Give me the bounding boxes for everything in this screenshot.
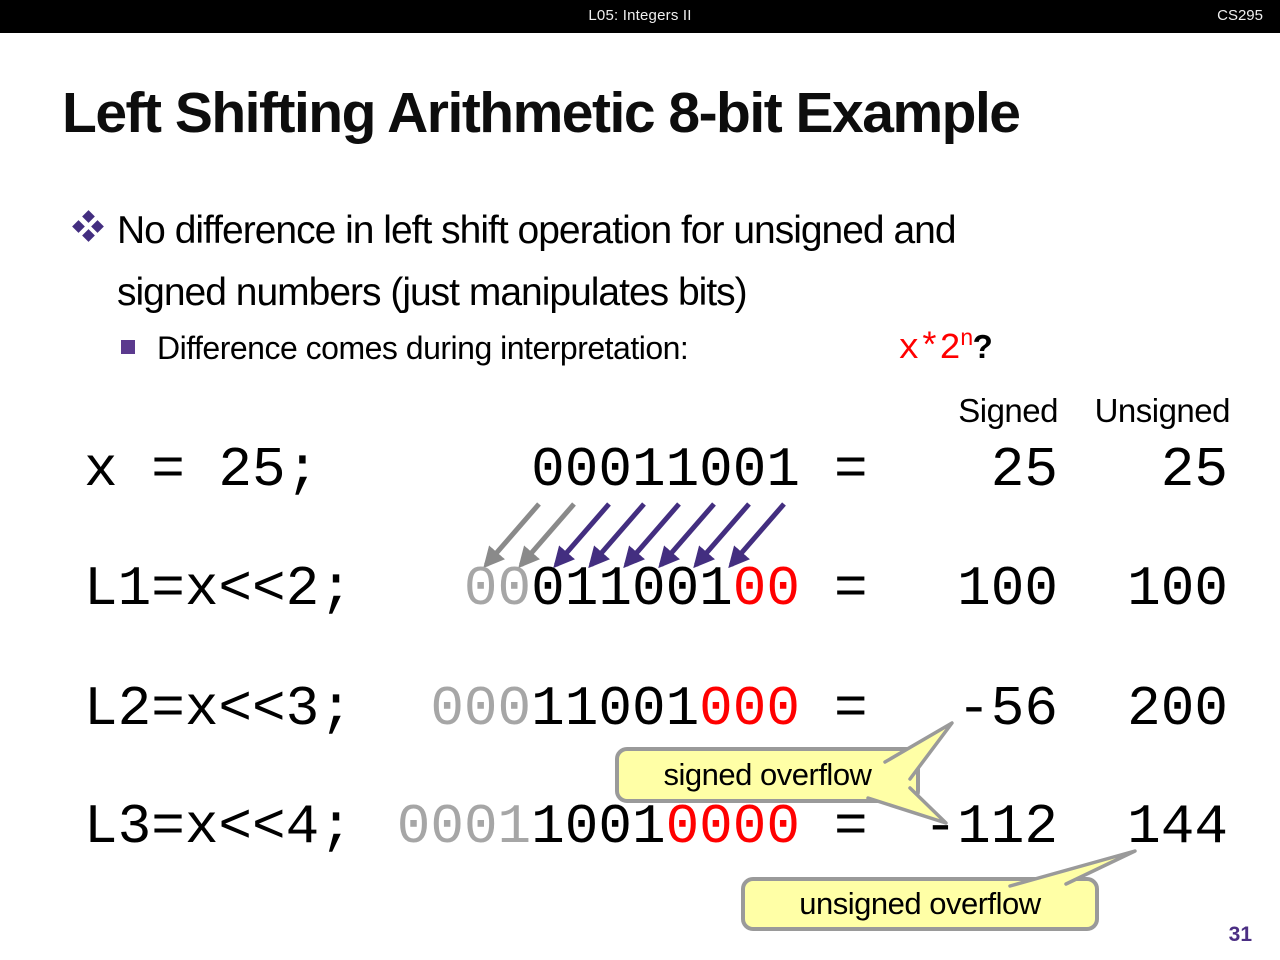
code-label: L1=x<<2;	[84, 557, 353, 621]
unsigned-value: 25	[1160, 438, 1228, 502]
bit-segment-red: 000	[699, 677, 800, 741]
main-bullet-text: No difference in left shift operation fo…	[117, 209, 957, 314]
unsigned-value: 144	[1127, 795, 1228, 859]
expr-base: x*2	[898, 328, 961, 369]
bit-segment-black: 00011001	[531, 438, 800, 502]
bit-segment-black: 011001	[531, 557, 733, 621]
signed-value: 25	[990, 438, 1058, 502]
shift-arrow-purple	[658, 502, 716, 569]
equals-sign: =	[834, 557, 868, 621]
table-row: x = 25; 00011001 = 25 25	[0, 441, 1280, 501]
equals-sign: =	[834, 677, 868, 741]
bit-segment-gray: 000	[430, 677, 532, 741]
signed-value: 100	[957, 557, 1058, 621]
unsigned-value: 200	[1127, 677, 1228, 741]
bit-segment-black: 1001	[531, 795, 666, 859]
signed-value: -56	[957, 677, 1058, 741]
expr-exponent: n	[959, 326, 974, 352]
shift-arrow-purple	[623, 502, 681, 569]
bit-string: 000110010000	[300, 798, 800, 856]
shift-arrow-purple	[588, 502, 646, 569]
shift-arrow-purple	[553, 502, 611, 569]
code-label: x = 25;	[84, 438, 320, 502]
unsigned-overflow-callout: unsigned overflow	[741, 877, 1099, 931]
unsigned-overflow-label: unsigned overflow	[799, 886, 1041, 921]
bit-segment-red: 0000	[665, 795, 800, 859]
interpretation-expression: x*2n?	[898, 326, 993, 370]
signed-column-header: Signed	[958, 392, 1058, 429]
lecture-label: L05: Integers II	[588, 7, 692, 24]
bit-segment-gray: 00	[463, 557, 532, 621]
bit-segment-black: 11001	[531, 677, 700, 741]
shift-arrow-purple	[728, 502, 786, 569]
shift-arrows	[483, 502, 786, 569]
table-row: L1=x<<2; 0001100100 = 100 100	[0, 560, 1280, 620]
sub-bullet-text: Difference comes during interpretation:	[157, 330, 689, 366]
bit-string: 0001100100	[300, 560, 800, 618]
code-label: L3=x<<4;	[84, 795, 353, 859]
unsigned-column-header: Unsigned	[1094, 392, 1231, 429]
table-row: L3=x<<4; 000110010000 = -112 144	[0, 798, 1280, 858]
shift-arrow-purple	[693, 502, 751, 569]
equals-sign: =	[834, 795, 868, 859]
code-label: L2=x<<3;	[84, 677, 353, 741]
bit-segment-gray: 0001	[396, 795, 532, 859]
page-number: 31	[1228, 923, 1252, 946]
shift-arrow-gray	[483, 502, 541, 569]
bit-string: 00011001000	[300, 680, 800, 738]
course-label: CS295	[1217, 7, 1263, 24]
signed-value: -112	[923, 795, 1058, 859]
page-title: Left Shifting Arithmetic 8-bit Example	[62, 81, 1021, 145]
square-bullet-icon	[121, 340, 135, 354]
unsigned-value: 100	[1127, 557, 1228, 621]
table-row: L2=x<<3; 00011001000 = -56 200	[0, 680, 1280, 740]
shift-arrow-gray	[518, 502, 576, 569]
header-bar: L05: Integers II CS295	[0, 0, 1280, 33]
equals-sign: =	[834, 438, 868, 502]
bit-segment-red: 00	[732, 557, 800, 621]
bit-string: 00011001	[300, 441, 800, 499]
expr-question-mark: ?	[972, 328, 993, 365]
signed-overflow-label: signed overflow	[663, 757, 872, 792]
